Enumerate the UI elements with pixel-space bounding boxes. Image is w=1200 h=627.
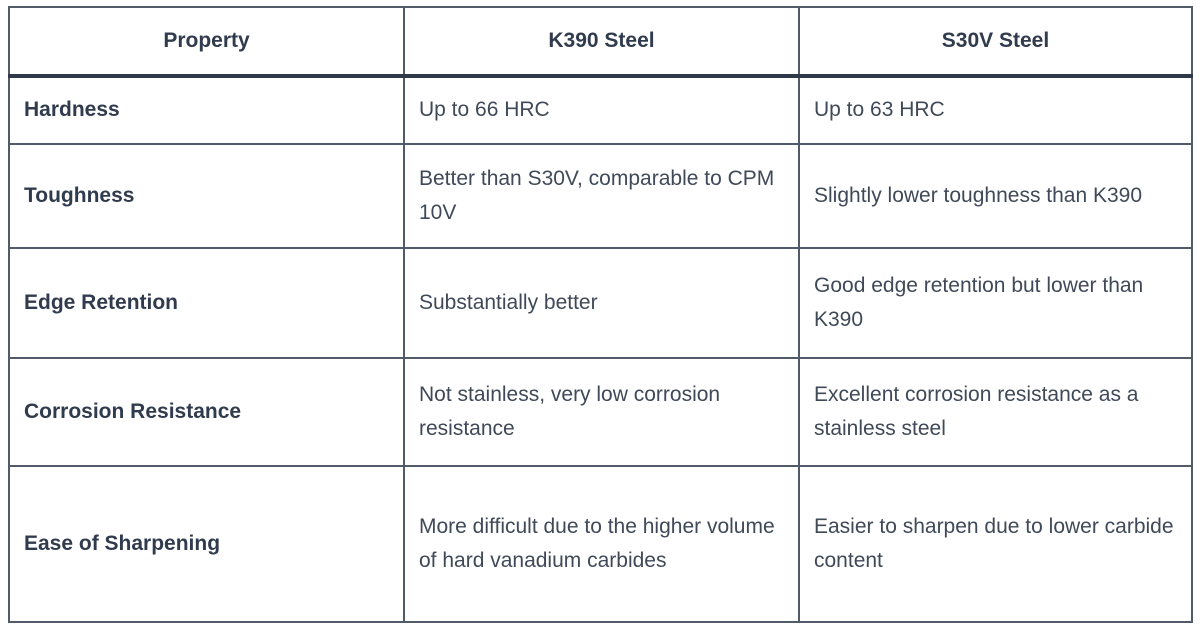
s30v-cell: Easier to sharpen due to lower carbide c…	[798, 465, 1193, 623]
table-row-toughness: Toughness Better than S30V, comparable t…	[8, 143, 1193, 249]
s30v-cell: Slightly lower toughness than K390	[798, 143, 1193, 249]
s30v-cell: Excellent corrosion resistance as a stai…	[798, 357, 1193, 467]
s30v-cell: Up to 63 HRC	[798, 75, 1193, 145]
k390-cell: Substantially better	[403, 247, 800, 359]
header-row: Property K390 Steel S30V Steel	[8, 6, 1193, 78]
k390-cell: Better than S30V, comparable to CPM 10V	[403, 143, 800, 249]
steel-comparison-table: Property K390 Steel S30V Steel Hardness …	[8, 6, 1193, 623]
table-row-edge-retention: Edge Retention Substantially better Good…	[8, 247, 1193, 359]
k390-cell: More difficult due to the higher volume …	[403, 465, 800, 623]
column-header-property: Property	[8, 6, 405, 78]
column-header-s30v: S30V Steel	[798, 6, 1193, 78]
row-header-property: Ease of Sharpening	[8, 465, 405, 623]
k390-cell: Up to 66 HRC	[403, 75, 800, 145]
column-header-k390: K390 Steel	[403, 6, 800, 78]
row-header-property: Toughness	[8, 143, 405, 249]
row-header-property: Corrosion Resistance	[8, 357, 405, 467]
row-header-property: Hardness	[8, 75, 405, 145]
table-row-hardness: Hardness Up to 66 HRC Up to 63 HRC	[8, 75, 1193, 145]
row-header-property: Edge Retention	[8, 247, 405, 359]
table-row-corrosion-resistance: Corrosion Resistance Not stainless, very…	[8, 357, 1193, 467]
s30v-cell: Good edge retention but lower than K390	[798, 247, 1193, 359]
table-row-ease-of-sharpening: Ease of Sharpening More difficult due to…	[8, 465, 1193, 623]
k390-cell: Not stainless, very low corrosion resist…	[403, 357, 800, 467]
